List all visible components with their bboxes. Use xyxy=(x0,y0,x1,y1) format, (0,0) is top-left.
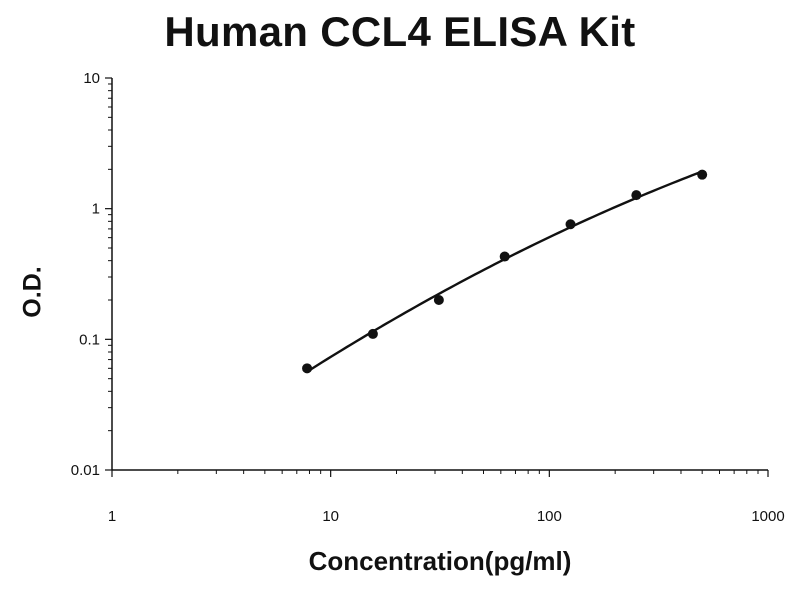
x-tick-label: 1000 xyxy=(751,508,784,525)
y-tick-label: 0.1 xyxy=(79,331,100,348)
x-axis-label: Concentration(pg/ml) xyxy=(308,546,572,576)
y-tick-label: 1 xyxy=(92,201,100,218)
x-tick-label: 100 xyxy=(537,508,562,525)
axes xyxy=(111,78,768,471)
ticks: 0.01 0.1 1 10 1 10 100 1000 xyxy=(71,70,785,525)
chart-title: Human CCL4 ELISA Kit xyxy=(164,8,636,55)
data-point xyxy=(302,363,313,374)
data-point xyxy=(433,294,444,305)
data-point xyxy=(697,169,708,180)
x-tick-label: 1 xyxy=(108,508,116,525)
data-point xyxy=(367,328,378,339)
data-point xyxy=(499,251,510,262)
data-points xyxy=(302,169,708,374)
data-point xyxy=(565,219,576,230)
fit-curve xyxy=(306,170,703,373)
x-tick-label: 10 xyxy=(322,508,339,525)
y-tick-label: 10 xyxy=(83,70,100,87)
data-point xyxy=(631,190,642,201)
y-tick-label: 0.01 xyxy=(71,462,100,479)
fit-curve-layer xyxy=(306,170,703,373)
